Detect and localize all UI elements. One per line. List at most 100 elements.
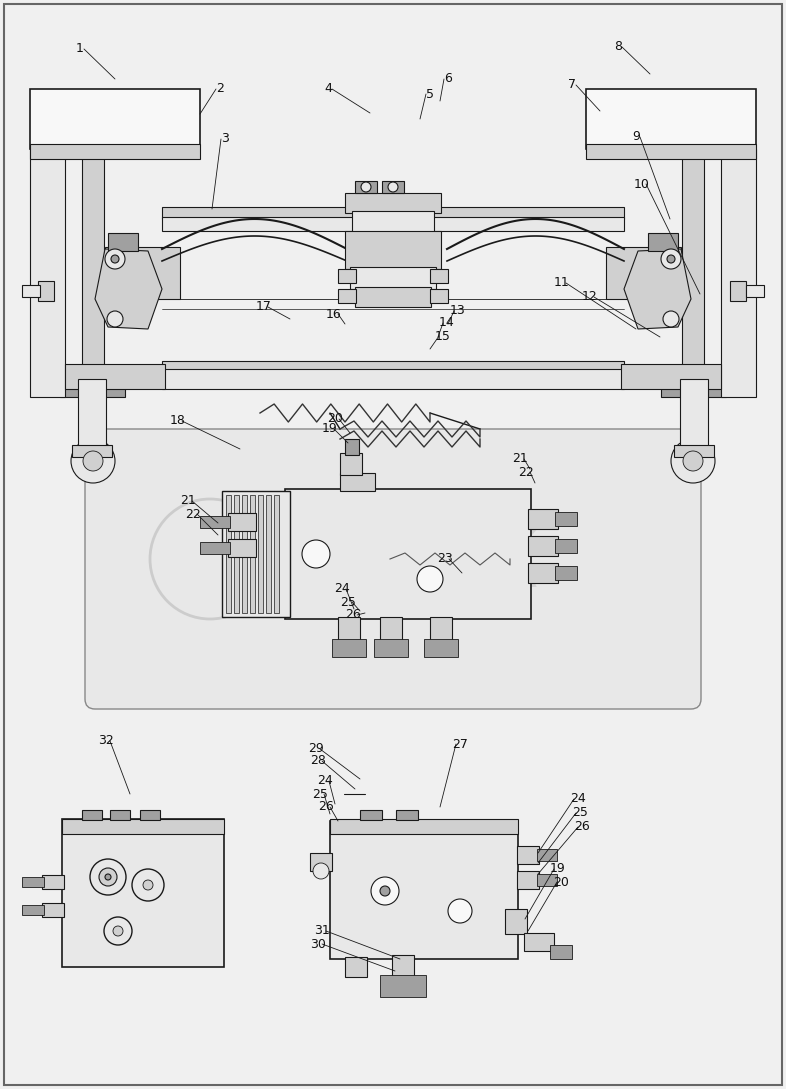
Text: 26: 26 [345, 609, 361, 622]
Circle shape [388, 182, 398, 192]
Text: 4: 4 [324, 83, 332, 96]
Circle shape [361, 182, 371, 192]
Bar [537, 849, 557, 861]
Circle shape [663, 311, 679, 327]
Text: 7: 7 [568, 78, 576, 91]
Bar [430, 269, 448, 283]
Bar [78, 379, 106, 451]
Bar [285, 489, 531, 619]
Bar [586, 89, 756, 149]
Bar [162, 217, 624, 231]
Bar [140, 810, 160, 820]
Bar [674, 445, 714, 457]
Bar [505, 909, 527, 934]
Text: 22: 22 [518, 465, 534, 478]
Text: 20: 20 [553, 876, 569, 889]
Bar [250, 495, 255, 613]
Bar [338, 269, 356, 283]
Text: 26: 26 [318, 800, 334, 813]
Circle shape [113, 926, 123, 937]
Circle shape [671, 439, 715, 484]
Text: 13: 13 [450, 305, 466, 318]
Text: 24: 24 [334, 583, 350, 596]
Text: 16: 16 [326, 307, 342, 320]
Bar [162, 369, 624, 389]
Text: 19: 19 [550, 862, 566, 876]
Bar [42, 874, 64, 889]
Polygon shape [95, 249, 162, 329]
Bar [258, 495, 263, 613]
Circle shape [417, 566, 443, 592]
Circle shape [132, 869, 164, 901]
Bar [355, 287, 431, 307]
Bar [330, 819, 518, 834]
Text: 26: 26 [574, 820, 590, 833]
Bar [228, 513, 256, 531]
Text: 6: 6 [444, 73, 452, 86]
Text: 1: 1 [76, 42, 84, 56]
Bar [30, 149, 65, 397]
Bar [517, 871, 539, 889]
Text: 21: 21 [512, 453, 528, 465]
Bar [350, 267, 436, 289]
Text: 29: 29 [308, 743, 324, 756]
Bar [228, 539, 256, 556]
Bar [242, 495, 247, 613]
Text: 20: 20 [327, 413, 343, 426]
Bar [162, 207, 624, 219]
Text: 22: 22 [185, 507, 201, 521]
Text: 25: 25 [572, 807, 588, 820]
Bar [30, 144, 200, 159]
Bar [746, 285, 764, 297]
Bar [680, 379, 708, 451]
Circle shape [380, 886, 390, 896]
Circle shape [99, 868, 117, 886]
Bar [200, 516, 230, 528]
Bar [222, 491, 290, 617]
Text: 24: 24 [317, 774, 333, 787]
Bar [62, 819, 224, 967]
Circle shape [683, 451, 703, 472]
Bar [338, 617, 360, 641]
Bar [345, 957, 367, 977]
Bar [550, 945, 572, 959]
Circle shape [448, 900, 472, 923]
Text: 12: 12 [582, 291, 598, 304]
Circle shape [71, 439, 115, 484]
Bar [682, 147, 704, 389]
Bar [648, 233, 678, 250]
Bar [380, 975, 426, 998]
Bar [430, 289, 448, 303]
Circle shape [302, 540, 330, 568]
Circle shape [667, 255, 675, 264]
Circle shape [105, 874, 111, 880]
Bar [340, 453, 362, 475]
Bar [517, 846, 539, 864]
Bar [555, 566, 577, 580]
Bar [721, 149, 756, 397]
Text: 14: 14 [439, 317, 455, 330]
Text: 8: 8 [614, 40, 622, 53]
Bar [360, 810, 382, 820]
Text: 15: 15 [435, 330, 451, 343]
Circle shape [105, 249, 125, 269]
Bar [528, 536, 558, 556]
Bar [30, 89, 200, 149]
Circle shape [661, 249, 681, 269]
Text: 19: 19 [322, 423, 338, 436]
Text: 24: 24 [570, 793, 586, 806]
Text: 23: 23 [437, 552, 453, 565]
Circle shape [104, 917, 132, 945]
Bar [274, 495, 279, 613]
Circle shape [371, 877, 399, 905]
Bar [65, 364, 165, 389]
Text: 9: 9 [632, 131, 640, 144]
Bar [730, 281, 746, 301]
Bar [396, 810, 418, 820]
Bar [234, 495, 239, 613]
Bar [355, 181, 377, 193]
Bar [661, 386, 726, 397]
Bar [110, 810, 130, 820]
Bar [374, 639, 408, 657]
Bar [22, 285, 40, 297]
